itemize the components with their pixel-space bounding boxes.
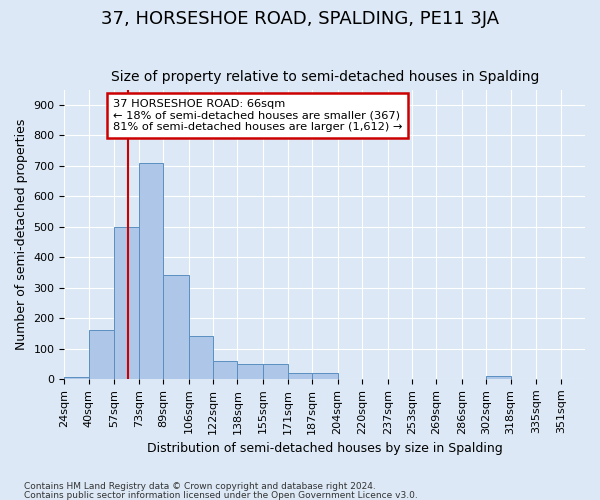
Bar xyxy=(189,336,213,379)
Text: Contains HM Land Registry data © Crown copyright and database right 2024.: Contains HM Land Registry data © Crown c… xyxy=(24,482,376,491)
Text: Contains public sector information licensed under the Open Government Licence v3: Contains public sector information licen… xyxy=(24,490,418,500)
Y-axis label: Number of semi-detached properties: Number of semi-detached properties xyxy=(15,118,28,350)
Text: 37, HORSESHOE ROAD, SPALDING, PE11 3JA: 37, HORSESHOE ROAD, SPALDING, PE11 3JA xyxy=(101,10,499,28)
Bar xyxy=(487,376,511,379)
Bar xyxy=(139,163,163,379)
Bar xyxy=(238,364,263,379)
Title: Size of property relative to semi-detached houses in Spalding: Size of property relative to semi-detach… xyxy=(110,70,539,85)
Bar xyxy=(263,364,287,379)
Text: 37 HORSESHOE ROAD: 66sqm
← 18% of semi-detached houses are smaller (367)
81% of : 37 HORSESHOE ROAD: 66sqm ← 18% of semi-d… xyxy=(113,99,403,132)
Bar xyxy=(287,373,312,379)
Bar xyxy=(115,227,139,379)
Bar xyxy=(312,373,338,379)
Bar xyxy=(213,360,238,379)
X-axis label: Distribution of semi-detached houses by size in Spalding: Distribution of semi-detached houses by … xyxy=(147,442,503,455)
Bar xyxy=(163,276,189,379)
Bar xyxy=(64,378,89,379)
Bar xyxy=(89,330,115,379)
